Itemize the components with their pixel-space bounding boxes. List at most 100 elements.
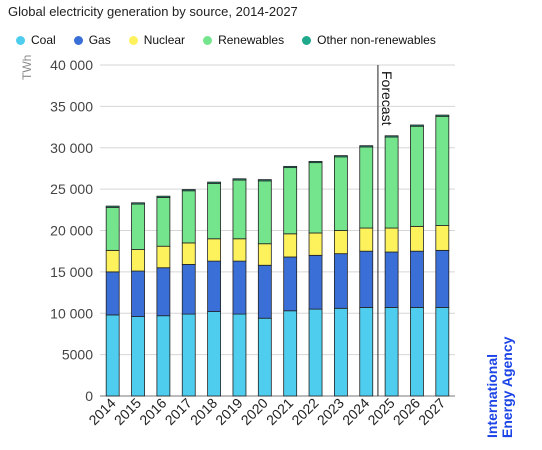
- x-tick-label: 2025: [364, 395, 397, 428]
- legend-item-gas: Gas: [73, 33, 111, 47]
- bar-coal-2023: [333, 307, 348, 397]
- bar-coal-2017: [181, 313, 196, 397]
- legend-item-nuclear: Nuclear: [128, 33, 186, 47]
- legend-item-coal: Coal: [16, 33, 56, 47]
- bar-renewables-2018: [207, 182, 222, 240]
- legend-swatch-other: [302, 35, 312, 45]
- bar-gas-2023: [333, 253, 348, 309]
- bar-coal-2015: [131, 316, 145, 397]
- bar-renewables-2015: [131, 203, 145, 250]
- bar-nuclear-2022: [308, 232, 323, 256]
- bar-gas-2020: [257, 264, 272, 319]
- legend-swatch-coal: [16, 35, 25, 45]
- x-tick-label: 2018: [187, 395, 220, 428]
- bar-gas-2019: [232, 260, 247, 315]
- legend-item-other: Other non-renewables: [302, 33, 436, 47]
- iea-logo-line1: International: [484, 353, 500, 438]
- legend-label-renewables: Renewables: [218, 33, 285, 47]
- legend-label-nuclear: Nuclear: [143, 33, 186, 47]
- bar-other-non-renewables-2016: [156, 195, 171, 198]
- legend-label-gas: Gas: [88, 33, 111, 47]
- x-tick-label: 2017: [162, 395, 195, 428]
- bar-coal-2025: [384, 307, 399, 397]
- x-tick-label: 2022: [288, 395, 321, 428]
- y-tick-label: 0: [85, 388, 93, 404]
- bar-renewables-2014: [105, 206, 120, 251]
- legend-swatch-nuclear: [128, 35, 138, 45]
- bar-nuclear-2020: [257, 243, 272, 266]
- bar-renewables-2016: [156, 196, 171, 247]
- bar-coal-2018: [207, 311, 222, 397]
- x-tick-label: 2020: [238, 395, 271, 428]
- x-tick-label: 2023: [314, 395, 347, 428]
- bar-gas-2021: [283, 256, 298, 312]
- bar-other-non-renewables-2020: [257, 179, 272, 182]
- y-tick-label: 20 000: [50, 223, 93, 239]
- bar-gas-2018: [207, 260, 222, 312]
- iea-logo-line2: Energy Agency: [499, 336, 515, 438]
- bar-gas-2024: [359, 250, 374, 308]
- bar-other-non-renewables-2022: [308, 161, 323, 164]
- bar-nuclear-2017: [181, 242, 196, 265]
- bar-coal-2024: [359, 307, 374, 397]
- bar-coal-2020: [257, 317, 272, 397]
- bar-gas-2016: [156, 267, 171, 317]
- bar-other-non-renewables-2019: [232, 178, 247, 181]
- x-tick-label: 2026: [390, 395, 423, 428]
- forecast-label: Forecast: [379, 71, 395, 126]
- bar-gas-2027: [435, 249, 450, 308]
- bar-nuclear-2019: [232, 238, 247, 262]
- legend-swatch-renewables: [203, 35, 213, 45]
- bar-nuclear-2015: [131, 249, 145, 272]
- bar-nuclear-2026: [410, 225, 424, 252]
- bar-other-non-renewables-2015: [131, 202, 145, 205]
- x-tick-label: 2019: [212, 395, 245, 428]
- bar-nuclear-2027: [435, 225, 450, 251]
- y-tick-label: 40 000: [50, 57, 93, 73]
- bar-coal-2014: [105, 314, 120, 397]
- bar-gas-2022: [308, 254, 323, 310]
- bar-nuclear-2018: [207, 238, 222, 262]
- bar-other-non-renewables-2018: [207, 181, 222, 184]
- bar-renewables-2021: [283, 167, 298, 235]
- bar-other-non-renewables-2025: [384, 135, 399, 138]
- y-tick-label: 5000: [62, 347, 93, 363]
- legend-item-renewables: Renewables: [203, 33, 284, 47]
- bar-nuclear-2016: [156, 245, 171, 269]
- bar-gas-2025: [384, 251, 399, 308]
- bar-other-non-renewables-2017: [181, 189, 196, 192]
- legend-swatch-gas: [73, 35, 83, 45]
- y-tick-label: 10 000: [50, 305, 93, 321]
- bar-renewables-2019: [232, 179, 247, 240]
- x-tick-label: 2015: [111, 395, 144, 428]
- y-tick-label: 25 000: [50, 181, 93, 197]
- y-tick-label: 30 000: [50, 140, 93, 156]
- bar-renewables-2024: [359, 146, 374, 229]
- bar-gas-2017: [181, 264, 196, 315]
- bar-renewables-2027: [435, 115, 450, 226]
- y-tick-label: 35 000: [50, 98, 93, 114]
- bar-other-non-renewables-2023: [333, 155, 348, 158]
- legend-label-coal: Coal: [31, 33, 56, 47]
- x-tick-label: 2016: [136, 395, 169, 428]
- bar-other-non-renewables-2024: [359, 145, 374, 148]
- bar-coal-2021: [283, 310, 298, 397]
- bar-coal-2027: [435, 307, 450, 397]
- x-tick-label: 2024: [339, 395, 372, 428]
- chart-title: Global electricity generation by source,…: [8, 4, 298, 19]
- bar-coal-2026: [410, 307, 424, 397]
- bar-renewables-2025: [384, 136, 399, 229]
- bar-other-non-renewables-2014: [105, 205, 120, 208]
- bar-nuclear-2021: [283, 233, 298, 258]
- bar-nuclear-2023: [333, 230, 348, 255]
- bar-nuclear-2025: [384, 227, 399, 253]
- bar-renewables-2026: [410, 125, 424, 227]
- legend-label-other: Other non-renewables: [317, 33, 436, 47]
- bar-other-non-renewables-2027: [435, 114, 450, 117]
- legend: Coal Gas Nuclear Renewables Other non-re…: [16, 33, 436, 47]
- bar-other-non-renewables-2026: [410, 124, 424, 127]
- x-tick-label: 2027: [415, 395, 448, 428]
- bar-other-non-renewables-2021: [283, 165, 298, 169]
- y-tick-label: 15 000: [50, 264, 93, 280]
